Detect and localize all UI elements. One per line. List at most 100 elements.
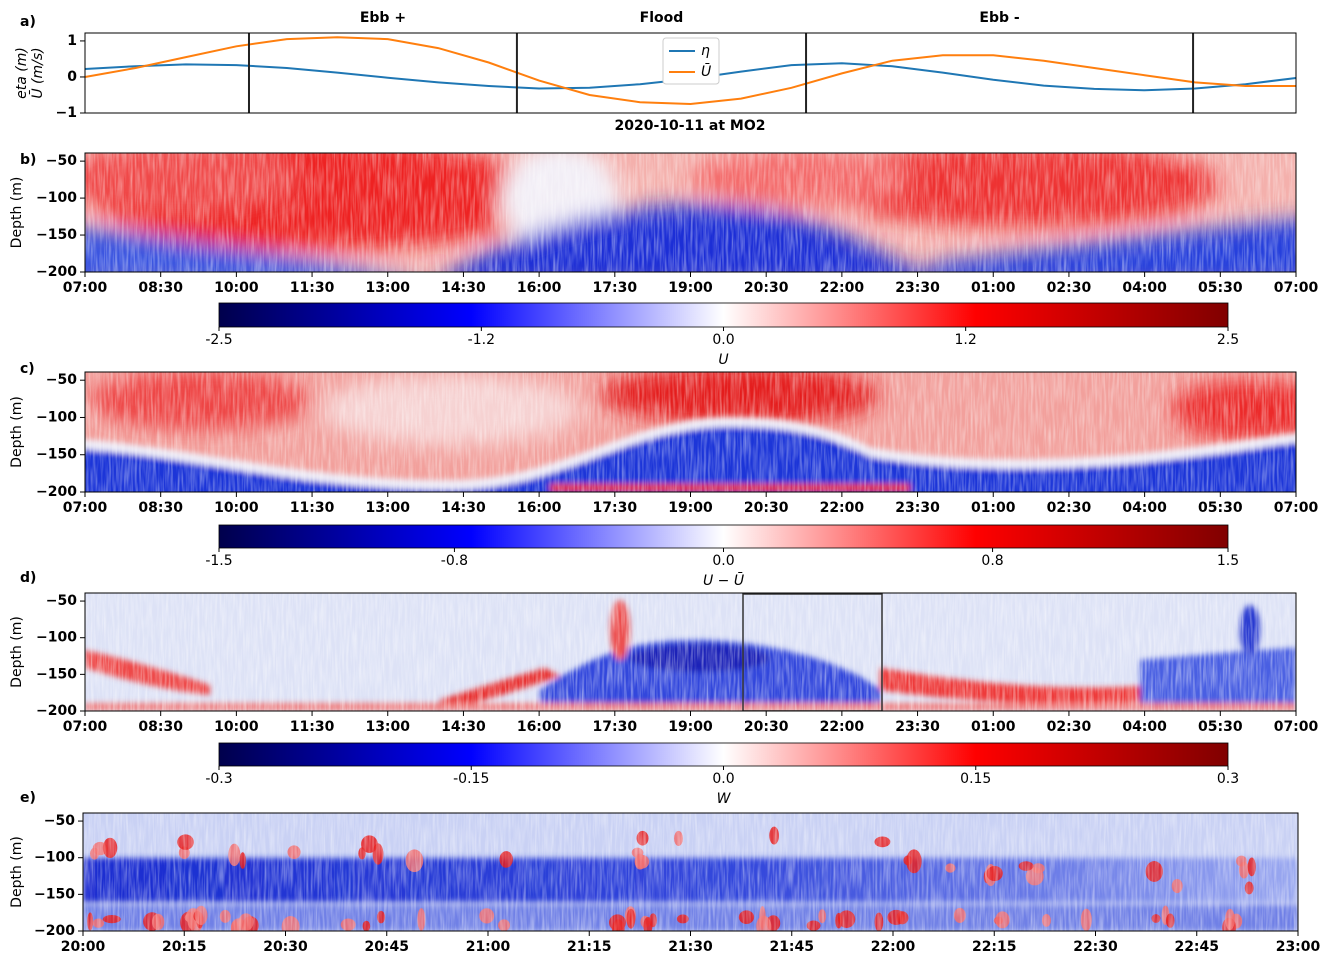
x-tick-label: 07:00 — [1274, 280, 1319, 296]
y-tick-label: −200 — [34, 923, 75, 939]
figure-title: 2020-10-11 at MO2 — [614, 118, 765, 134]
x-tick-label: 04:00 — [1122, 280, 1167, 296]
heatmap-d — [85, 593, 1296, 711]
y-axis-label: Depth (m) — [9, 616, 25, 688]
x-tick-label: 01:00 — [971, 719, 1016, 735]
y-tick-label: −150 — [34, 886, 75, 902]
y-tick-label: −200 — [36, 264, 77, 280]
phase-label: Flood — [640, 10, 684, 26]
colorbar-label: W — [717, 791, 732, 807]
y-axis-label: Ū (m/s) — [29, 47, 46, 98]
x-tick-label: 13:00 — [365, 280, 410, 296]
y-tick-label: −100 — [36, 190, 77, 206]
x-tick-label: 07:00 — [1274, 719, 1319, 735]
x-tick-label: 22:00 — [820, 280, 865, 296]
x-tick-label: 01:00 — [971, 280, 1016, 296]
x-tick-label: 20:30 — [744, 500, 789, 516]
x-tick-label: 02:30 — [1047, 719, 1092, 735]
x-tick-label: 08:30 — [138, 719, 183, 735]
y-tick-label: −50 — [44, 813, 75, 829]
y-tick-label: −50 — [46, 593, 77, 609]
y-tick-label: −50 — [46, 372, 77, 388]
x-tick-label: 04:00 — [1122, 500, 1167, 516]
heatmap-texture — [85, 593, 1296, 711]
x-tick-label: 07:00 — [63, 500, 108, 516]
phase-label: Ebb - — [979, 10, 1019, 26]
colorbar-tick-label: 1.2 — [955, 332, 977, 348]
plot-frame — [84, 592, 1297, 712]
x-tick-label: 23:30 — [895, 719, 940, 735]
heatmap-b — [85, 153, 1296, 272]
x-tick-label: 16:00 — [517, 719, 562, 735]
x-tick-label: 04:00 — [1122, 719, 1167, 735]
y-tick-label: −150 — [36, 447, 77, 463]
x-tick-label: 17:30 — [593, 719, 638, 735]
colorbar-label: U − Ū — [703, 572, 744, 589]
x-tick-label: 10:00 — [214, 280, 259, 296]
colorbar-tick-label: 2.5 — [1217, 332, 1239, 348]
x-tick-label: 20:30 — [263, 939, 308, 955]
x-tick-label: 22:30 — [1073, 939, 1118, 955]
x-tick-label: 21:15 — [567, 939, 612, 955]
colorbar-label: U — [718, 352, 728, 368]
panel-label: b) — [20, 152, 36, 168]
x-tick-label: 08:30 — [138, 500, 183, 516]
x-tick-label: 14:30 — [441, 500, 486, 516]
y-axis-label: Depth (m) — [9, 396, 25, 468]
x-tick-label: 20:00 — [61, 939, 106, 955]
x-tick-label: 21:30 — [668, 939, 713, 955]
x-tick-label: 22:00 — [820, 719, 865, 735]
x-tick-label: 21:45 — [769, 939, 814, 955]
series-line — [84, 36, 1296, 106]
x-tick-label: 11:30 — [290, 500, 335, 516]
panel-label: c) — [20, 361, 35, 377]
colorbar-tick-label: -1.5 — [205, 553, 232, 569]
x-tick-label: 11:30 — [290, 719, 335, 735]
x-tick-label: 22:45 — [1174, 939, 1219, 955]
heatmap-texture — [83, 813, 1298, 931]
legend-label: Ū — [701, 63, 711, 80]
plot-frame — [84, 152, 1297, 273]
y-axis-label: Depth (m) — [9, 177, 25, 249]
y-tick-label: −100 — [36, 409, 77, 425]
x-tick-label: 14:30 — [441, 280, 486, 296]
x-tick-label: 19:00 — [668, 719, 713, 735]
colorbar — [218, 302, 1229, 328]
x-tick-label: 20:15 — [162, 939, 207, 955]
x-tick-label: 14:30 — [441, 719, 486, 735]
heatmap-c — [85, 372, 1296, 492]
x-tick-label: 05:30 — [1198, 500, 1243, 516]
colorbar-tick-label: 0.0 — [712, 332, 734, 348]
x-tick-label: 07:00 — [63, 719, 108, 735]
x-tick-label: 20:30 — [744, 719, 789, 735]
x-tick-label: 20:45 — [364, 939, 409, 955]
x-tick-label: 22:00 — [820, 500, 865, 516]
x-tick-label: 02:30 — [1047, 500, 1092, 516]
y-tick-label: −100 — [36, 630, 77, 646]
colorbar-tick-label: -0.3 — [205, 771, 232, 787]
colorbar-tick-label: 0.0 — [712, 553, 734, 569]
x-tick-label: 21:00 — [466, 939, 511, 955]
x-tick-label: 22:15 — [972, 939, 1017, 955]
x-tick-label: 13:00 — [365, 500, 410, 516]
colorbar — [218, 524, 1229, 549]
x-tick-label: 10:00 — [214, 719, 259, 735]
x-tick-label: 20:30 — [744, 280, 789, 296]
y-axis-label: eta (m) — [14, 47, 30, 99]
y-tick-label: −150 — [36, 666, 77, 682]
y-tick-label: −50 — [46, 153, 77, 169]
x-tick-label: 19:00 — [668, 500, 713, 516]
y-tick-label: −100 — [34, 850, 75, 866]
x-tick-label: 19:00 — [668, 280, 713, 296]
x-tick-label: 11:30 — [290, 280, 335, 296]
heatmap-texture — [85, 372, 1296, 492]
x-tick-label: 13:00 — [365, 719, 410, 735]
plot-frame — [84, 32, 1297, 114]
x-tick-label: 16:00 — [517, 500, 562, 516]
colorbar-tick-label: 1.5 — [1217, 553, 1239, 569]
plot-frame — [82, 812, 1299, 932]
x-tick-label: 16:00 — [517, 280, 562, 296]
panel-label: a) — [20, 14, 36, 30]
